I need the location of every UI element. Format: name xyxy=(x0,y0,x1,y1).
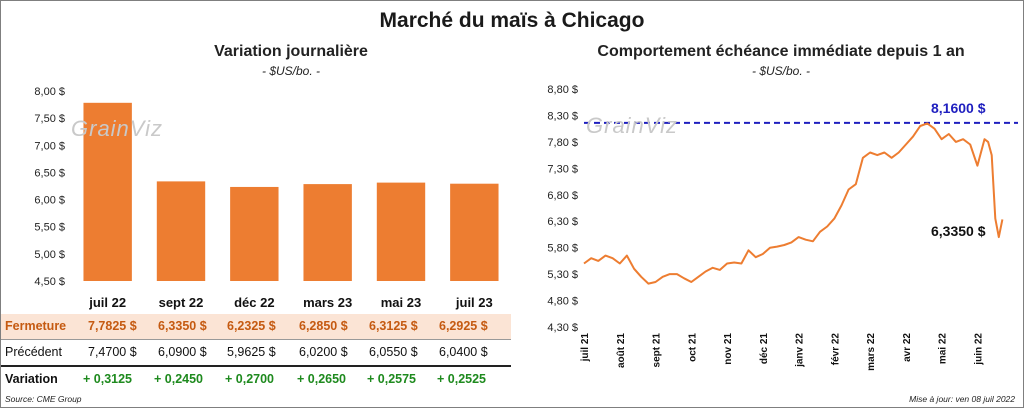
x-tick-label: août 21 xyxy=(616,333,627,368)
x-tick-label: mars 22 xyxy=(866,333,877,371)
table-row-previous: Précédent 7,4700 $ 6,0900 $ 5,9625 $ 6,0… xyxy=(1,340,511,365)
table-cell: 5,9625 $ xyxy=(227,345,276,359)
y-tick-label: 5,80 $ xyxy=(547,243,578,255)
y-tick-label: 5,00 $ xyxy=(34,249,65,261)
table-cell: 6,2850 $ xyxy=(299,319,348,333)
y-tick-label: 8,80 $ xyxy=(547,84,578,96)
bar-chart: 4,50 $ 5,00 $ 5,50 $ 6,00 $ 6,50 $ 7,00 $ 7,50… xyxy=(34,86,499,310)
table-cell: + 0,3125 xyxy=(83,372,133,386)
left-watermark: GrainViz xyxy=(71,116,163,141)
x-tick-label: févr 22 xyxy=(830,333,841,366)
max-value-label: 8,1600 $ xyxy=(931,100,986,116)
bar xyxy=(83,102,132,281)
x-tick-label: oct 21 xyxy=(687,333,698,362)
x-tick-label: déc 21 xyxy=(759,333,770,365)
y-tick-label: 4,30 $ xyxy=(547,322,578,334)
y-tick-label: 5,30 $ xyxy=(547,269,578,281)
last-value-label: 6,3350 $ xyxy=(931,223,986,239)
left-chart-subtitle: - $US/bo. - xyxy=(261,64,321,78)
table-cell: 6,2325 $ xyxy=(227,319,276,333)
table-cell: 6,0550 $ xyxy=(369,345,418,359)
y-tick-label: 6,00 $ xyxy=(34,195,65,207)
x-tick-label: mai 22 xyxy=(938,333,949,365)
table-cell: 6,2925 $ xyxy=(439,319,488,333)
source-note: Source: CME Group xyxy=(5,394,82,404)
table-cell: + 0,2450 xyxy=(154,372,204,386)
y-tick-label: 4,80 $ xyxy=(547,296,578,308)
x-tick-label: juil 22 xyxy=(88,295,126,310)
bar xyxy=(376,182,426,281)
y-tick-label: 4,50 $ xyxy=(34,276,65,288)
bar xyxy=(156,181,206,281)
y-tick-label: 7,00 $ xyxy=(34,140,65,152)
price-series-line xyxy=(583,122,1004,285)
table-cell: + 0,2650 xyxy=(297,372,347,386)
table-cell: 6,3350 $ xyxy=(158,319,207,333)
bar xyxy=(230,186,279,281)
y-tick-label: 5,50 $ xyxy=(34,222,65,234)
y-tick-label: 7,50 $ xyxy=(34,113,65,125)
x-tick-label: sept 22 xyxy=(159,295,204,310)
table-row-close: Fermeture 7,7825 $ 6,3350 $ 6,2325 $ 6,2… xyxy=(1,314,511,339)
table-cell: 6,0900 $ xyxy=(158,345,207,359)
bar xyxy=(450,183,499,281)
y-tick-label: 7,30 $ xyxy=(547,163,578,175)
x-tick-label: mars 23 xyxy=(303,295,352,310)
row-label-close: Fermeture xyxy=(5,319,67,333)
table-cell: 7,7825 $ xyxy=(88,319,137,333)
line-chart: 4,30 $ 4,80 $ 5,30 $ 5,80 $ 6,30 $ 6,80 $ 7,30… xyxy=(547,84,1018,371)
row-label-variation: Variation xyxy=(5,372,58,386)
divider xyxy=(1,339,511,340)
x-tick-label: déc 22 xyxy=(234,295,274,310)
table-row-variation: Variation + 0,3125 + 0,2450 + 0,2700 + 0… xyxy=(1,367,511,392)
right-chart-subtitle: - $US/bo. - xyxy=(751,64,811,78)
x-tick-label: juil 21 xyxy=(580,333,591,363)
y-tick-label: 6,30 $ xyxy=(547,216,578,228)
bar xyxy=(303,184,352,281)
left-chart-title: Variation journalière xyxy=(214,43,368,60)
row-label-previous: Précédent xyxy=(5,345,62,359)
x-tick-label: sept 21 xyxy=(652,333,663,368)
main-title: Marché du maïs à Chicago xyxy=(379,9,645,32)
x-tick-label: nov 21 xyxy=(723,333,734,365)
divider xyxy=(1,365,511,367)
x-tick-label: juin 22 xyxy=(973,333,984,366)
y-tick-label: 8,00 $ xyxy=(34,86,65,98)
table-cell: + 0,2525 xyxy=(437,372,487,386)
y-tick-label: 8,30 $ xyxy=(547,110,578,122)
table-cell: 6,0200 $ xyxy=(299,345,348,359)
x-tick-label: mai 23 xyxy=(381,295,421,310)
x-tick-label: juil 23 xyxy=(455,295,493,310)
y-tick-label: 6,50 $ xyxy=(34,167,65,179)
y-tick-label: 7,80 $ xyxy=(547,137,578,149)
table-cell: + 0,2700 xyxy=(225,372,275,386)
x-tick-label: avr 22 xyxy=(902,333,913,362)
table-cell: 6,3125 $ xyxy=(369,319,418,333)
y-tick-label: 6,80 $ xyxy=(547,190,578,202)
price-table: Fermeture 7,7825 $ 6,3350 $ 6,2325 $ 6,2… xyxy=(1,314,511,394)
right-watermark: GrainViz xyxy=(586,113,678,138)
right-chart-title: Comportement échéance immédiate depuis 1… xyxy=(597,43,965,60)
table-cell: 7,4700 $ xyxy=(88,345,137,359)
table-cell: 6,0400 $ xyxy=(439,345,488,359)
x-tick-label: janv 22 xyxy=(795,333,806,368)
update-note: Mise à jour: ven 08 juil 2022 xyxy=(909,394,1015,404)
table-cell: + 0,2575 xyxy=(367,372,417,386)
